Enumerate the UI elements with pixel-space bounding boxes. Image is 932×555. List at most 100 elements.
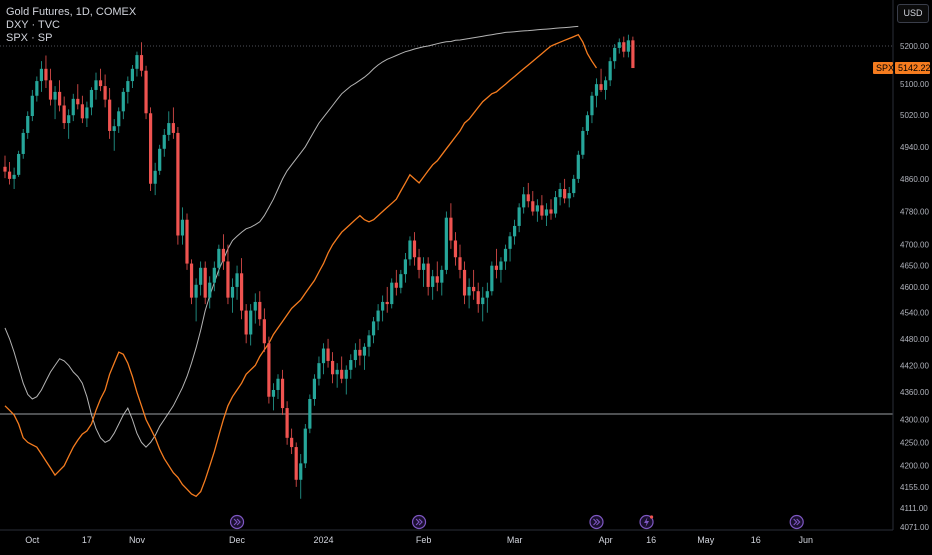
candle[interactable] <box>26 111 30 139</box>
dxy-series-line[interactable] <box>4 25 579 448</box>
candle[interactable] <box>558 182 562 206</box>
candle[interactable] <box>262 308 266 353</box>
candle[interactable] <box>230 278 235 313</box>
candle[interactable] <box>462 261 467 305</box>
candle[interactable] <box>613 44 617 69</box>
candle[interactable] <box>62 96 66 129</box>
candle[interactable] <box>335 363 339 388</box>
candle[interactable] <box>494 248 498 279</box>
candle[interactable] <box>353 343 357 368</box>
candle[interactable] <box>503 244 508 270</box>
candle[interactable] <box>235 265 239 300</box>
candle[interactable] <box>394 269 398 296</box>
candle[interactable] <box>385 286 389 313</box>
candle[interactable] <box>417 248 421 279</box>
candle[interactable] <box>240 258 244 320</box>
dividend-event-icon[interactable] <box>589 514 604 530</box>
candle[interactable] <box>253 293 257 324</box>
candle[interactable] <box>294 442 298 487</box>
candle[interactable] <box>626 34 630 58</box>
candle[interactable] <box>390 278 394 309</box>
candle[interactable] <box>513 219 517 245</box>
candle[interactable] <box>608 57 612 87</box>
candle[interactable] <box>71 93 75 122</box>
candle[interactable] <box>117 107 121 133</box>
candle[interactable] <box>58 80 62 112</box>
candle[interactable] <box>130 64 134 89</box>
candle[interactable] <box>3 155 7 179</box>
candle[interactable] <box>349 354 353 379</box>
candle[interactable] <box>581 127 585 159</box>
candle[interactable] <box>422 257 426 287</box>
candle[interactable] <box>358 338 362 366</box>
candle[interactable] <box>376 304 380 331</box>
candle[interactable] <box>440 265 444 296</box>
candle[interactable] <box>199 261 203 296</box>
candle[interactable] <box>576 150 580 183</box>
candle[interactable] <box>167 111 171 141</box>
candle[interactable] <box>381 295 385 322</box>
legend-main-symbol[interactable]: Gold Futures, 1D, COMEX <box>6 6 137 18</box>
candle[interactable] <box>194 278 198 322</box>
candle[interactable] <box>89 87 94 116</box>
candle[interactable] <box>453 232 458 266</box>
candle[interactable] <box>467 278 471 309</box>
candle[interactable] <box>371 317 376 344</box>
candle[interactable] <box>312 374 316 406</box>
candle[interactable] <box>153 162 157 196</box>
candle[interactable] <box>326 338 330 368</box>
candle[interactable] <box>98 68 103 92</box>
candle[interactable] <box>485 282 489 313</box>
candle[interactable] <box>35 76 39 102</box>
candle[interactable] <box>12 167 16 190</box>
candle[interactable] <box>244 304 248 344</box>
candle[interactable] <box>226 244 230 305</box>
candle[interactable] <box>258 291 262 326</box>
candle[interactable] <box>490 261 494 296</box>
candle[interactable] <box>53 86 57 120</box>
candle[interactable] <box>308 394 312 434</box>
candle[interactable] <box>362 343 367 370</box>
candle[interactable] <box>631 36 635 69</box>
candle[interactable] <box>604 76 608 100</box>
spx-series-line[interactable] <box>4 33 598 498</box>
candle[interactable] <box>303 424 307 469</box>
candle[interactable] <box>499 257 503 283</box>
candle[interactable] <box>563 178 567 204</box>
candle[interactable] <box>449 203 453 249</box>
candle[interactable] <box>44 55 48 89</box>
candle[interactable] <box>340 356 344 384</box>
candle[interactable] <box>549 199 553 220</box>
candle[interactable] <box>203 261 207 305</box>
candle[interactable] <box>599 68 603 92</box>
candle[interactable] <box>158 144 162 175</box>
candle[interactable] <box>531 191 535 216</box>
candle[interactable] <box>149 107 153 192</box>
candle[interactable] <box>212 261 216 292</box>
earnings-event-icon[interactable] <box>639 514 654 530</box>
candle[interactable] <box>80 95 84 124</box>
candle[interactable] <box>280 369 285 415</box>
candle[interactable] <box>617 38 621 54</box>
currency-button[interactable]: USD <box>897 4 929 23</box>
candle[interactable] <box>517 203 521 233</box>
candle[interactable] <box>249 304 253 346</box>
dividend-event-icon[interactable] <box>229 514 245 530</box>
candle[interactable] <box>276 374 280 399</box>
candle[interactable] <box>585 111 589 135</box>
dividend-event-icon[interactable] <box>411 514 427 530</box>
candle[interactable] <box>544 203 549 226</box>
candle[interactable] <box>567 186 571 208</box>
candle[interactable] <box>408 236 412 266</box>
legend-overlay-spx[interactable]: SPX · SP <box>6 32 53 44</box>
candle[interactable] <box>522 186 526 214</box>
dividend-event-icon[interactable] <box>789 514 804 530</box>
candle[interactable] <box>162 128 166 157</box>
candle[interactable] <box>431 269 435 300</box>
candle[interactable] <box>135 51 139 77</box>
candle[interactable] <box>7 161 12 185</box>
candle[interactable] <box>208 276 212 309</box>
candle[interactable] <box>344 365 348 395</box>
candle[interactable] <box>535 199 539 222</box>
candle[interactable] <box>426 257 430 296</box>
